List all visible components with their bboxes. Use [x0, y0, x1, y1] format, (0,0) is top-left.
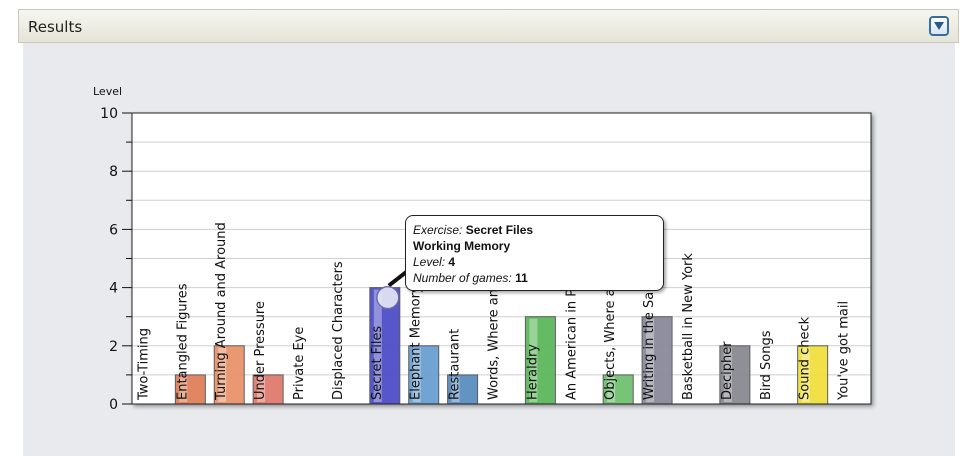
category-label: Displaced Characters: [331, 261, 346, 400]
tooltip-category: Working Memory: [413, 239, 511, 253]
tooltip-level-label: Level:: [413, 255, 446, 269]
panel-title: Results: [28, 18, 83, 36]
category-label: An American in Paris: [564, 266, 579, 400]
category-label: Elephant Memory: [409, 285, 424, 400]
y-tick-label: 8: [109, 164, 118, 180]
collapse-button[interactable]: [929, 16, 949, 36]
category-label: Decipher: [720, 341, 735, 400]
bar-highlight: [607, 376, 616, 402]
tooltip-exercise-value: Secret Files: [465, 223, 534, 237]
category-label: Turning Around and Around: [214, 222, 229, 401]
category-label: Heraldry: [525, 344, 540, 400]
hover-marker: [376, 285, 400, 310]
bar-2[interactable]: [174, 374, 206, 405]
chevron-down-icon: [934, 22, 944, 30]
results-panel-header: Results: [18, 9, 959, 43]
category-label: Bird Songs: [759, 330, 774, 400]
bar-highlight: [451, 376, 460, 402]
tooltip-exercise-label: Exercise:: [413, 223, 463, 237]
bar-highlight: [257, 376, 266, 402]
tooltip-games-value: 11: [515, 271, 528, 285]
bar-14[interactable]: [641, 316, 673, 405]
category-label: Entangled Figures: [175, 283, 190, 400]
bar-8[interactable]: [408, 345, 440, 405]
category-label: Secret Files: [370, 326, 385, 400]
plot-frame: [131, 112, 872, 405]
category-label: Private Eye: [292, 327, 307, 400]
y-tick-label: 10: [100, 106, 118, 122]
category-label: Two-Timing: [136, 328, 151, 401]
bar-tooltip: Exercise: Secret Files Working Memory Le…: [405, 215, 664, 291]
tooltip-games-label: Number of games:: [413, 271, 512, 285]
bar-highlight: [801, 347, 810, 402]
bar-highlight: [412, 347, 421, 402]
bar-highlight: [723, 347, 732, 402]
category-label: Under Pressure: [253, 301, 268, 400]
bar-13[interactable]: [602, 374, 634, 405]
bar-highlight: [529, 318, 538, 402]
y-tick-label: 0: [109, 397, 118, 413]
y-tick-label: 6: [109, 222, 118, 238]
y-axis-label: Level: [93, 85, 122, 98]
bar-highlight: [179, 376, 188, 402]
bar-highlight: [373, 289, 382, 402]
y-tick-label: 2: [109, 339, 118, 355]
category-label: Restaurant: [448, 329, 463, 400]
category-label: Sound check: [798, 316, 813, 400]
bar-4[interactable]: [252, 374, 284, 405]
bar-11[interactable]: [524, 316, 556, 405]
category-label: Writing in the Sand: [642, 275, 657, 400]
results-panel-body: Level 0 2 4 6 8 10 Two-Timing Entangled Figures…: [23, 43, 955, 456]
bar-3[interactable]: [213, 345, 245, 405]
tooltip-level-value: 4: [448, 255, 456, 269]
bar-highlight: [218, 347, 227, 402]
tooltip-pointer: [387, 270, 409, 288]
category-label: Basketball in New York: [681, 253, 696, 400]
category-label: You've got mail: [837, 301, 852, 401]
y-tick-label: 4: [109, 281, 118, 297]
bar-highlight: [646, 318, 655, 402]
